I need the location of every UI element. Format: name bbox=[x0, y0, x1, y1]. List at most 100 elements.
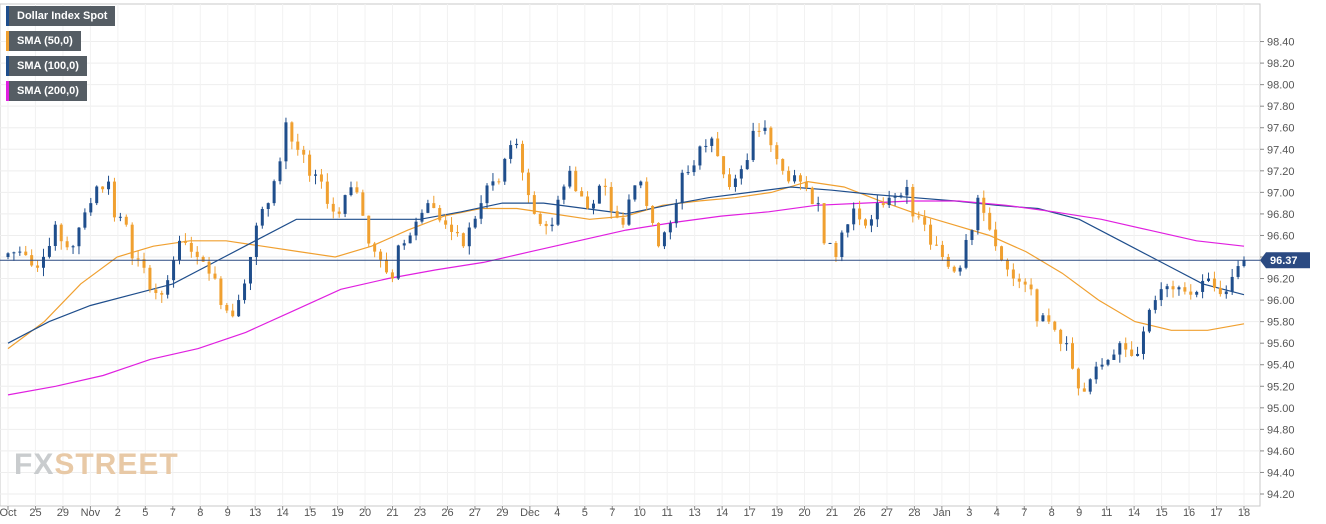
candle-body bbox=[1094, 366, 1098, 380]
candle-body bbox=[852, 208, 856, 225]
candle-body bbox=[201, 257, 205, 262]
last-price-label: 96.37 bbox=[1270, 255, 1298, 267]
candle-body bbox=[733, 178, 737, 187]
candle-body bbox=[763, 127, 767, 131]
logo-part-fx: FX bbox=[14, 448, 55, 481]
logo-part-street: STREET bbox=[54, 448, 179, 481]
x-tick-label: 11 bbox=[661, 507, 672, 519]
y-tick-label: 95.00 bbox=[1267, 403, 1295, 415]
y-tick-label: 97.20 bbox=[1267, 166, 1295, 178]
candle-body bbox=[1207, 278, 1211, 281]
candle-body bbox=[112, 181, 116, 218]
candle-body bbox=[911, 186, 915, 217]
legend-swatch bbox=[6, 81, 9, 101]
candle-body bbox=[739, 169, 743, 179]
candle-body bbox=[917, 216, 921, 218]
candle-body bbox=[668, 223, 672, 233]
candle-body bbox=[988, 212, 992, 230]
legend-item-sma-100[interactable]: SMA (100,0) bbox=[6, 56, 87, 76]
candle-body bbox=[662, 232, 666, 247]
candle-body bbox=[994, 229, 998, 247]
candle-body bbox=[296, 141, 300, 150]
candle-body bbox=[118, 216, 122, 218]
candle-body bbox=[1011, 269, 1015, 279]
y-tick-label: 98.40 bbox=[1267, 37, 1295, 49]
candle-body bbox=[408, 235, 412, 244]
candle-body bbox=[1088, 379, 1092, 392]
y-tick-label: 97.00 bbox=[1267, 187, 1295, 199]
candle-body bbox=[864, 219, 868, 226]
candle-body bbox=[266, 203, 270, 210]
candle-body bbox=[875, 203, 879, 220]
legend-label: Dollar Index Spot bbox=[17, 10, 108, 22]
y-tick-label: 98.20 bbox=[1267, 58, 1295, 70]
candle-body bbox=[83, 212, 87, 228]
x-tick-label: 15 bbox=[1155, 507, 1167, 519]
x-tick-label: 26 bbox=[441, 507, 453, 519]
candle-body bbox=[237, 300, 241, 317]
x-tick-label: 4 bbox=[554, 507, 560, 519]
candle-body bbox=[59, 224, 63, 242]
candle-body bbox=[858, 208, 862, 220]
x-tick-label: 9 bbox=[1076, 507, 1082, 519]
candle-body bbox=[568, 170, 572, 187]
y-tick-label: 95.40 bbox=[1267, 360, 1295, 372]
candle-body bbox=[615, 211, 619, 218]
candle-body bbox=[1035, 289, 1039, 322]
candle-body bbox=[290, 122, 294, 142]
candle-body bbox=[1082, 388, 1086, 392]
candle-body bbox=[816, 203, 820, 205]
candle-body bbox=[148, 267, 152, 290]
candle-body bbox=[1218, 287, 1222, 295]
legend-item-sma-50[interactable]: SMA (50,0) bbox=[6, 31, 81, 51]
candle-body bbox=[1047, 315, 1051, 322]
candle-body bbox=[633, 185, 637, 200]
x-tick-label: 8 bbox=[197, 507, 203, 519]
candle-body bbox=[1165, 286, 1169, 290]
candle-body bbox=[172, 260, 176, 281]
candle-body bbox=[41, 256, 45, 268]
candle-body bbox=[1242, 260, 1246, 267]
candle-body bbox=[722, 156, 726, 175]
candle-body bbox=[1236, 266, 1240, 277]
candle-body bbox=[402, 243, 406, 246]
candle-body bbox=[970, 230, 974, 240]
candle-body bbox=[538, 213, 542, 224]
candle-body bbox=[1171, 286, 1175, 290]
candle-body bbox=[929, 224, 933, 245]
candle-body bbox=[1112, 354, 1116, 360]
x-tick-label: 18 bbox=[1238, 507, 1250, 519]
candle-body bbox=[556, 199, 560, 225]
candle-body bbox=[1153, 300, 1157, 310]
candle-body bbox=[308, 154, 312, 176]
candle-body bbox=[1141, 331, 1145, 354]
legend-item-dollar-index[interactable]: Dollar Index Spot bbox=[6, 6, 116, 26]
candle-body bbox=[503, 158, 507, 182]
candle-body bbox=[1177, 287, 1181, 290]
legend-item-sma-200[interactable]: SMA (200,0) bbox=[6, 81, 87, 101]
x-tick-label: 17 bbox=[1210, 507, 1222, 519]
x-tick-label: 16 bbox=[1183, 507, 1195, 519]
candle-body bbox=[1136, 353, 1140, 356]
candle-body bbox=[1124, 343, 1128, 350]
candle-body bbox=[627, 199, 631, 225]
candle-body bbox=[822, 203, 826, 244]
x-tick-label: 21 bbox=[386, 507, 398, 519]
candle-body bbox=[946, 257, 950, 267]
candle-body bbox=[704, 145, 708, 147]
candle-body bbox=[680, 172, 684, 204]
candle-body bbox=[1147, 309, 1151, 332]
candle-body bbox=[166, 280, 170, 295]
x-tick-label: 7 bbox=[1021, 507, 1027, 519]
candle-body bbox=[934, 244, 938, 246]
x-tick-label: 13 bbox=[249, 507, 261, 519]
candle-body bbox=[804, 181, 808, 188]
candle-body bbox=[562, 186, 566, 200]
candle-body bbox=[254, 225, 258, 257]
candle-body bbox=[881, 203, 885, 206]
candle-body bbox=[526, 172, 530, 196]
x-tick-label: 7 bbox=[609, 507, 615, 519]
candle-body bbox=[1017, 278, 1021, 282]
candle-body bbox=[1224, 291, 1228, 295]
